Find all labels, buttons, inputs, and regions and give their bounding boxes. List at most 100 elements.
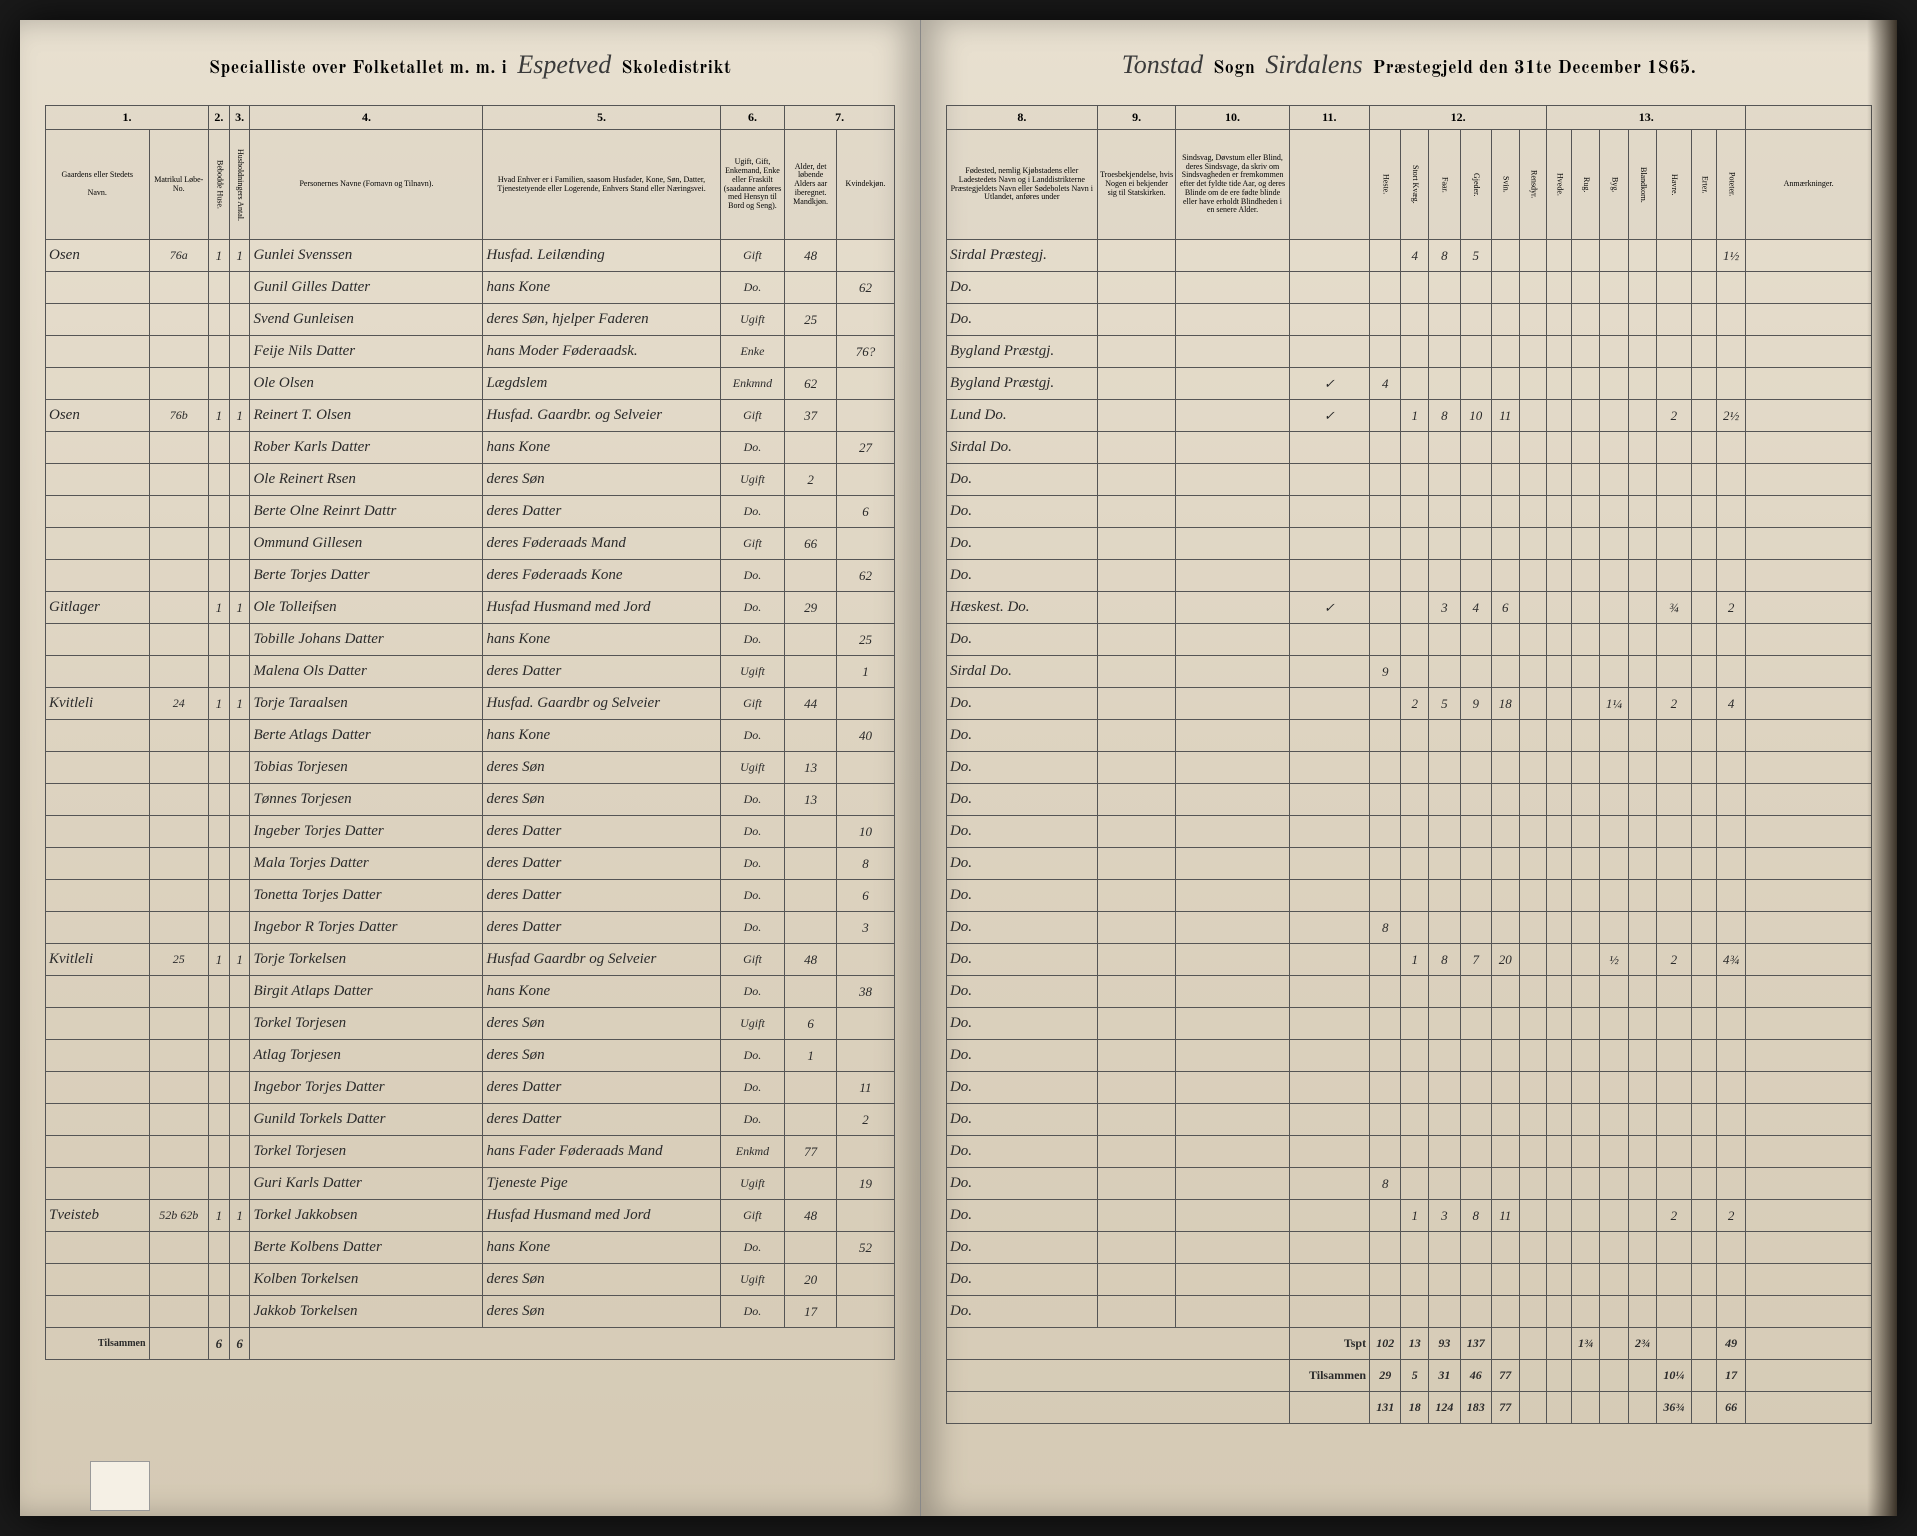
cell-m: 66 — [785, 528, 837, 560]
cell-hh — [229, 1040, 250, 1072]
cell-fsted: Do. — [946, 1264, 1097, 1296]
cell-navn: Kolben Torkelsen — [250, 1264, 483, 1296]
cell-k — [836, 688, 894, 720]
cell-havre — [1656, 880, 1691, 912]
cell-tro — [1097, 1008, 1176, 1040]
col-12: 12. — [1370, 106, 1547, 130]
cell-lnr — [149, 784, 209, 816]
h-faar: Faar. — [1429, 130, 1460, 240]
cell-stand: deres Søn — [483, 1264, 720, 1296]
cell-navn: Tønnes Torjesen — [250, 784, 483, 816]
cell-pot: 4 — [1717, 688, 1746, 720]
cell-bland — [1629, 816, 1657, 848]
cell-pot: 1½ — [1717, 240, 1746, 272]
cell-fsted: Do. — [946, 816, 1097, 848]
cell-fsted: Sirdal Præstegj. — [946, 240, 1097, 272]
cell-svin — [1491, 656, 1519, 688]
cell-hvede — [1547, 816, 1572, 848]
cell-c11 — [1289, 752, 1370, 784]
cell-havre — [1656, 240, 1691, 272]
cell-anm — [1746, 272, 1872, 304]
cell-gaard: Kvitleli — [46, 688, 150, 720]
cell-k — [836, 304, 894, 336]
cell-lnr — [149, 592, 209, 624]
cell-erter — [1691, 432, 1716, 464]
cell-navn: Gunlei Svenssen — [250, 240, 483, 272]
cell-navn: Berte Atlags Datter — [250, 720, 483, 752]
cell-gaard — [46, 336, 150, 368]
cell-c11 — [1289, 784, 1370, 816]
cell-stand: Husfad. Gaardbr og Selveier — [483, 688, 720, 720]
cell-bland — [1629, 688, 1657, 720]
cell-havre — [1656, 656, 1691, 688]
cell-k: 62 — [836, 560, 894, 592]
cell-gjed — [1460, 624, 1491, 656]
table-row: Berte Atlags Datterhans KoneDo.40 — [46, 720, 895, 752]
cell-fsted: Do. — [946, 496, 1097, 528]
header-text: Skoledistrikt — [621, 58, 731, 80]
cell-heste: 8 — [1370, 912, 1401, 944]
cell-byg — [1599, 976, 1628, 1008]
cell-navn: Feije Nils Datter — [250, 336, 483, 368]
cell-m: 6 — [785, 1008, 837, 1040]
cell-tro — [1097, 304, 1176, 336]
cell-faar — [1429, 880, 1460, 912]
cell-gaard: Osen — [46, 240, 150, 272]
cell-heste — [1370, 496, 1401, 528]
cell-hus — [209, 1136, 230, 1168]
left-header: Specialliste over Folketallet m. m. i Es… — [45, 50, 895, 90]
cell-c11 — [1289, 240, 1370, 272]
cell-pot — [1717, 1136, 1746, 1168]
cell-tro — [1097, 880, 1176, 912]
cell-sind — [1176, 1008, 1289, 1040]
cell-pot — [1717, 368, 1746, 400]
cell-sind — [1176, 720, 1289, 752]
cell-anm — [1746, 432, 1872, 464]
cell-navn: Tobias Torjesen — [250, 752, 483, 784]
table-row: Do. — [946, 1232, 1871, 1264]
table-row: Osen76a11Gunlei SvenssenHusfad. Leilændi… — [46, 240, 895, 272]
table-row: Berte Kolbens Datterhans KoneDo.52 — [46, 1232, 895, 1264]
cell-rug — [1572, 816, 1600, 848]
cell-havre — [1656, 1136, 1691, 1168]
cell-faar — [1429, 1040, 1460, 1072]
cell-kvaeg — [1401, 1008, 1429, 1040]
cell-sind — [1176, 624, 1289, 656]
cell-anm — [1746, 336, 1872, 368]
cell-faar: 3 — [1429, 592, 1460, 624]
cell-gjed — [1460, 464, 1491, 496]
cell-tro — [1097, 240, 1176, 272]
cell-bland — [1629, 272, 1657, 304]
cell-c11 — [1289, 1104, 1370, 1136]
cell-heste — [1370, 560, 1401, 592]
cell-pot — [1717, 1168, 1746, 1200]
cell-bland — [1629, 720, 1657, 752]
cell-byg — [1599, 656, 1628, 688]
cell-anm — [1746, 1040, 1872, 1072]
cell-bland — [1629, 464, 1657, 496]
cell-byg — [1599, 1008, 1628, 1040]
cell-fsted: Do. — [946, 464, 1097, 496]
cell-hus: 1 — [209, 1200, 230, 1232]
cell-tro — [1097, 688, 1176, 720]
cell-heste — [1370, 432, 1401, 464]
cell-hvede — [1547, 944, 1572, 976]
h-ren: Rensdyr. — [1519, 130, 1547, 240]
cell-m — [785, 816, 837, 848]
cell-havre — [1656, 1104, 1691, 1136]
table-row: Kolben Torkelsenderes SønUgift20 — [46, 1264, 895, 1296]
table-row: Berte Olne Reinrt Dattrderes DatterDo.6 — [46, 496, 895, 528]
cell-pot — [1717, 656, 1746, 688]
cell-c11 — [1289, 432, 1370, 464]
district-name: Espetved — [517, 50, 611, 80]
cell-faar — [1429, 848, 1460, 880]
cell-bland — [1629, 240, 1657, 272]
cell-gaard — [46, 464, 150, 496]
cell-rug — [1572, 1008, 1600, 1040]
cell-k — [836, 944, 894, 976]
cell-bland — [1629, 880, 1657, 912]
cell-heste: 4 — [1370, 368, 1401, 400]
table-row: Do. — [946, 304, 1871, 336]
cell-faar — [1429, 624, 1460, 656]
cell-fsted: Do. — [946, 560, 1097, 592]
